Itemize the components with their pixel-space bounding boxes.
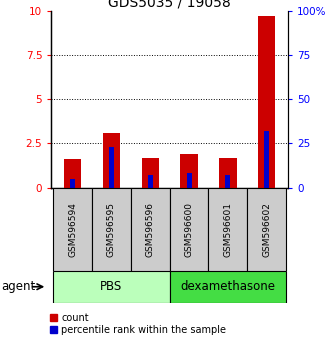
Bar — [131, 188, 169, 271]
Bar — [209, 188, 247, 271]
Bar — [103, 133, 120, 188]
Bar — [180, 154, 198, 188]
Text: GSM596596: GSM596596 — [146, 202, 155, 257]
Bar — [53, 188, 92, 271]
Text: GSM596601: GSM596601 — [223, 202, 232, 257]
Bar — [169, 271, 286, 303]
Title: GDS5035 / 19058: GDS5035 / 19058 — [108, 0, 231, 10]
Bar — [70, 179, 75, 188]
Text: PBS: PBS — [100, 280, 122, 293]
Bar — [258, 16, 275, 188]
Bar — [219, 158, 237, 188]
Bar — [186, 173, 192, 188]
Bar — [264, 131, 269, 188]
Bar — [247, 188, 286, 271]
Text: GSM596595: GSM596595 — [107, 202, 116, 257]
Bar — [64, 159, 81, 188]
Text: GSM596594: GSM596594 — [68, 202, 77, 257]
Text: GSM596602: GSM596602 — [262, 202, 271, 257]
Bar — [142, 158, 159, 188]
Text: dexamethasone: dexamethasone — [180, 280, 275, 293]
Text: GSM596600: GSM596600 — [185, 202, 194, 257]
Bar — [92, 188, 131, 271]
Bar — [169, 188, 209, 271]
Text: agent: agent — [2, 280, 36, 293]
Bar — [148, 175, 153, 188]
Bar — [53, 271, 169, 303]
Bar — [225, 175, 230, 188]
Bar — [109, 147, 114, 188]
Legend: count, percentile rank within the sample: count, percentile rank within the sample — [50, 313, 226, 335]
